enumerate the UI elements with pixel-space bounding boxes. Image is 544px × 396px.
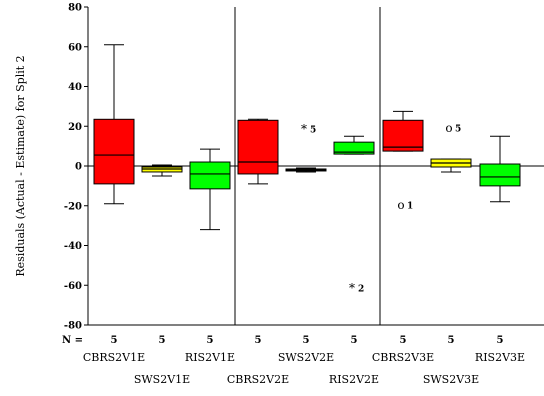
box-cbrs2v1e	[93, 44, 135, 205]
outlier-label: 2	[358, 285, 364, 295]
category-label: RIS2V1E	[185, 351, 235, 364]
iqr-box	[479, 163, 521, 187]
y-tick-label: 20	[68, 122, 82, 133]
outlier-marker: *	[349, 281, 355, 295]
n-value: 5	[400, 335, 407, 346]
box-ris2v1e	[189, 148, 231, 231]
n-value: 5	[159, 335, 166, 346]
n-value: 5	[448, 335, 455, 346]
box-sws2v1e	[141, 164, 183, 177]
n-value: 5	[255, 335, 262, 346]
iqr-box	[382, 119, 424, 152]
n-value: 5	[303, 335, 310, 346]
outlier-marker: o	[445, 121, 452, 135]
outlier-label: 5	[310, 126, 316, 136]
y-axis-label: Residuals (Actual - Estimate) for Split …	[14, 55, 27, 276]
y-tick-label: -60	[64, 281, 82, 292]
y-tick-label: -80	[64, 321, 82, 332]
outlier-label: 1	[407, 201, 413, 211]
box-sws2v2e: * 5	[285, 122, 327, 173]
outlier-label: 5	[455, 125, 461, 135]
category-label: RIS2V3E	[475, 351, 525, 364]
box-cbrs2v2e	[237, 118, 279, 185]
box-layer: * 5* 2o 1o 5	[93, 44, 521, 295]
plot-area	[84, 6, 544, 326]
iqr-box	[333, 141, 375, 155]
category-label: SWS2V3E	[423, 373, 479, 386]
iqr-box	[93, 118, 135, 185]
outlier-marker: *	[301, 122, 307, 136]
category-label: RIS2V2E	[329, 373, 379, 386]
n-value: 5	[111, 335, 118, 346]
y-tick-label: 40	[68, 82, 82, 93]
y-tick-label: -40	[64, 241, 82, 252]
box-ris2v3e	[479, 135, 521, 203]
iqr-box	[237, 119, 279, 175]
y-tick-label: 0	[75, 162, 82, 173]
y-tick-label: -20	[64, 201, 82, 212]
n-count-label: N =	[62, 335, 83, 346]
label-layer: 80 60 40 20 0 -20 -40 -60 -80 5 CBRS2V1E 5 SWS2V1E 5 R…	[62, 3, 525, 387]
category-label: CBRS2V3E	[372, 351, 434, 364]
n-value: 5	[351, 335, 358, 346]
category-label: CBRS2V1E	[83, 351, 145, 364]
category-label: CBRS2V2E	[227, 373, 289, 386]
box-ris2v2e: * 2	[333, 135, 375, 295]
category-label: SWS2V1E	[134, 373, 190, 386]
y-tick-label: 80	[68, 3, 82, 14]
outlier-marker: o	[397, 198, 404, 212]
iqr-box	[189, 161, 231, 190]
category-label: SWS2V2E	[278, 351, 334, 364]
n-value: 5	[497, 335, 504, 346]
n-value: 5	[207, 335, 214, 346]
y-tick-label: 60	[68, 42, 82, 53]
